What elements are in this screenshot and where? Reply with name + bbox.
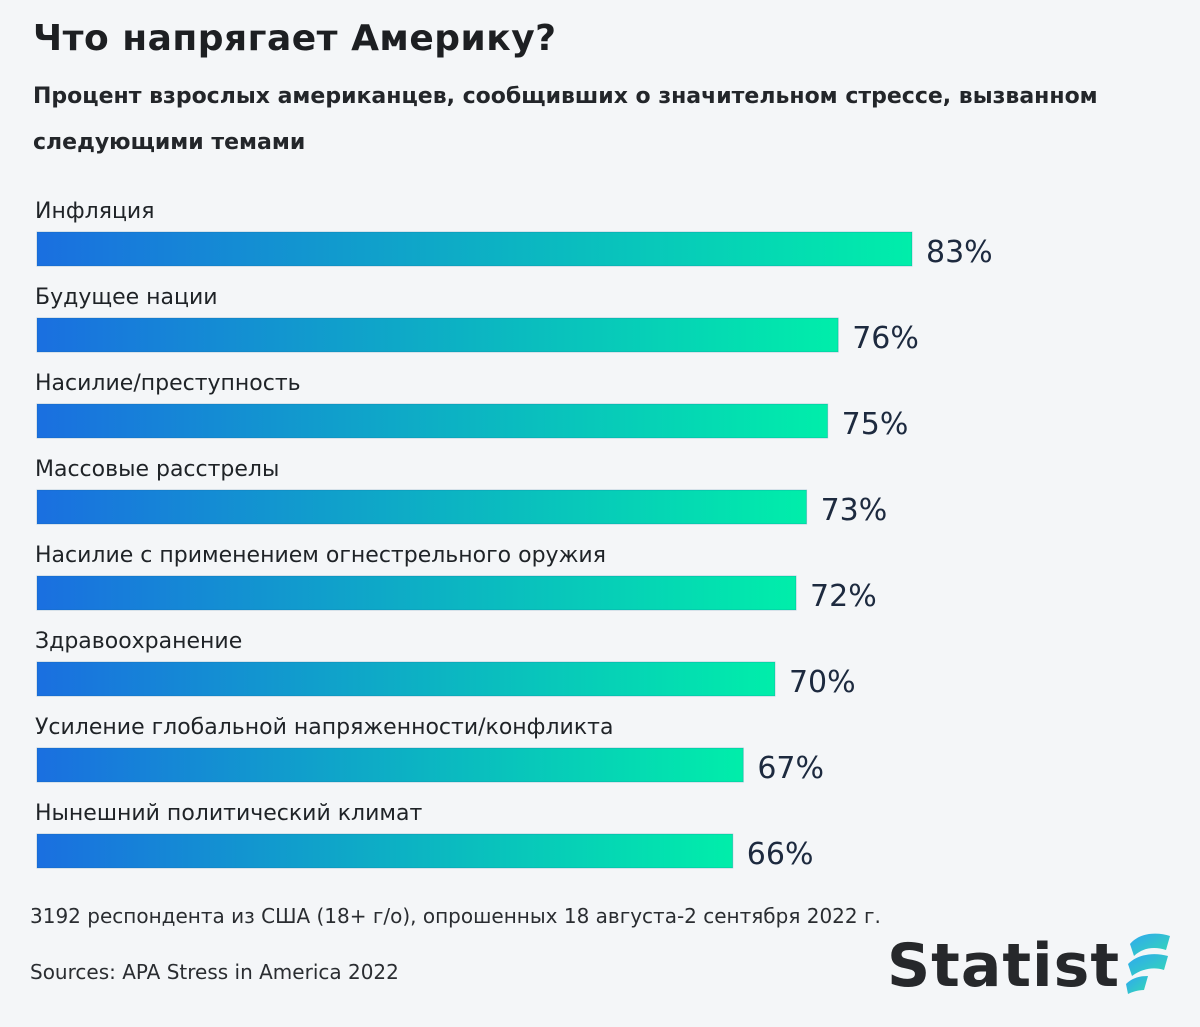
bar bbox=[36, 231, 913, 267]
category-label: Усиление глобальной напряженности/конфли… bbox=[35, 715, 613, 740]
value-label: 66% bbox=[747, 837, 814, 872]
bar bbox=[36, 489, 808, 525]
value-label: 73% bbox=[821, 493, 888, 528]
bars-layer: Инфляция 83% Будущее нации 76% Насилие/прест… bbox=[35, 199, 993, 872]
bar bbox=[36, 833, 734, 869]
survey-note: 3192 респондента из США (18+ г/о), опрош… bbox=[30, 904, 881, 928]
category-label: Будущее нации bbox=[35, 285, 218, 310]
chart-title: Что напрягает Америку? bbox=[33, 18, 557, 59]
value-label: 70% bbox=[789, 665, 856, 700]
value-label: 83% bbox=[926, 235, 993, 270]
category-label: Насилие с применением огнестрельного ору… bbox=[35, 543, 606, 568]
chart-subtitle: Процент взрослых американцев, сообщивших… bbox=[33, 84, 1098, 155]
logo-text: Statist bbox=[886, 931, 1120, 1001]
category-label: Нынешний политический климат bbox=[35, 801, 422, 826]
value-label: 67% bbox=[757, 751, 824, 786]
value-label: 76% bbox=[852, 321, 919, 356]
category-label: Здравоохранение bbox=[35, 629, 242, 654]
bar bbox=[36, 317, 839, 353]
statista-logo: Statist bbox=[887, 926, 1174, 1006]
bar bbox=[36, 661, 776, 697]
value-label: 75% bbox=[842, 407, 909, 442]
value-label: 72% bbox=[810, 579, 877, 614]
category-label: Насилие/преступность bbox=[35, 371, 301, 396]
bar bbox=[36, 747, 744, 783]
statista-wave-icon bbox=[1124, 930, 1174, 1000]
category-label: Массовые расстрелы bbox=[35, 457, 279, 482]
category-label: Инфляция bbox=[35, 199, 154, 224]
bar-chart: Инфляция 83% Будущее нации 76% Насилие/прест… bbox=[35, 199, 993, 872]
bar bbox=[36, 575, 797, 611]
source-note: Sources: APA Stress in America 2022 bbox=[30, 960, 399, 984]
bar bbox=[36, 403, 829, 439]
